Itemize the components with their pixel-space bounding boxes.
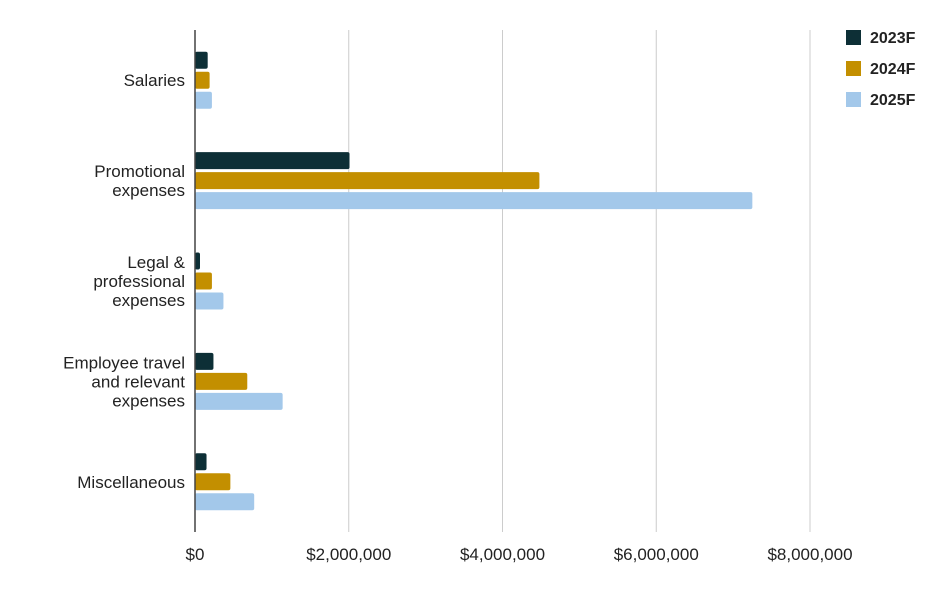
bar-2023F-2 bbox=[195, 252, 200, 270]
category-label: Promotional expenses bbox=[94, 162, 185, 200]
bar-2024F-1 bbox=[195, 172, 540, 190]
bar-2023F-4 bbox=[195, 453, 207, 471]
legend-swatch-2025F bbox=[846, 92, 861, 107]
bars bbox=[195, 51, 753, 511]
category-label-line: expenses bbox=[112, 291, 185, 310]
legend-label: 2023F bbox=[870, 30, 916, 47]
bar-2023F-3 bbox=[195, 352, 214, 370]
category-label-line: and relevant bbox=[91, 372, 185, 391]
legend-label: 2025F bbox=[870, 92, 916, 109]
legend: 2023F 2024F 2025F bbox=[846, 30, 916, 109]
bar-2025F-0 bbox=[195, 91, 212, 109]
category-label: Miscellaneous bbox=[77, 473, 185, 492]
bar-2024F-3 bbox=[195, 372, 248, 390]
bar-2025F-1 bbox=[195, 192, 753, 210]
x-tick-label: $2,000,000 bbox=[306, 545, 391, 564]
x-tick-label: $4,000,000 bbox=[460, 545, 545, 564]
bar-2024F-4 bbox=[195, 473, 231, 491]
category-label: Legal & professional expenses bbox=[93, 253, 185, 310]
legend-swatch-2023F bbox=[846, 30, 861, 45]
category-label-line: Promotional bbox=[94, 162, 185, 181]
category-label-line: expenses bbox=[112, 181, 185, 200]
bar-2024F-0 bbox=[195, 71, 210, 89]
bar-2024F-2 bbox=[195, 272, 212, 290]
category-label-line: Employee travel bbox=[63, 353, 185, 372]
bar-2025F-3 bbox=[195, 392, 283, 410]
category-label-line: Legal & bbox=[127, 253, 185, 272]
bar-2023F-1 bbox=[195, 152, 350, 170]
legend-swatch-2024F bbox=[846, 61, 861, 76]
category-label: Salaries bbox=[124, 71, 185, 90]
category-label: Employee travel and relevant expenses bbox=[63, 353, 185, 410]
bar-2025F-2 bbox=[195, 292, 224, 310]
category-label-line: Salaries bbox=[124, 71, 185, 90]
bar-2025F-4 bbox=[195, 493, 255, 511]
legend-label: 2024F bbox=[870, 61, 916, 78]
category-label-line: professional bbox=[93, 272, 185, 291]
gridlines bbox=[348, 30, 811, 532]
category-label-line: expenses bbox=[112, 391, 185, 410]
x-tick-label: $8,000,000 bbox=[767, 545, 852, 564]
x-tick-label: $6,000,000 bbox=[614, 545, 699, 564]
x-tick-label: $0 bbox=[186, 545, 205, 564]
category-label-line: Miscellaneous bbox=[77, 473, 185, 492]
bar-2023F-0 bbox=[195, 51, 208, 69]
labels: $0 $2,000,000 $4,000,000 $6,000,000 $8,000,0… bbox=[63, 71, 852, 564]
